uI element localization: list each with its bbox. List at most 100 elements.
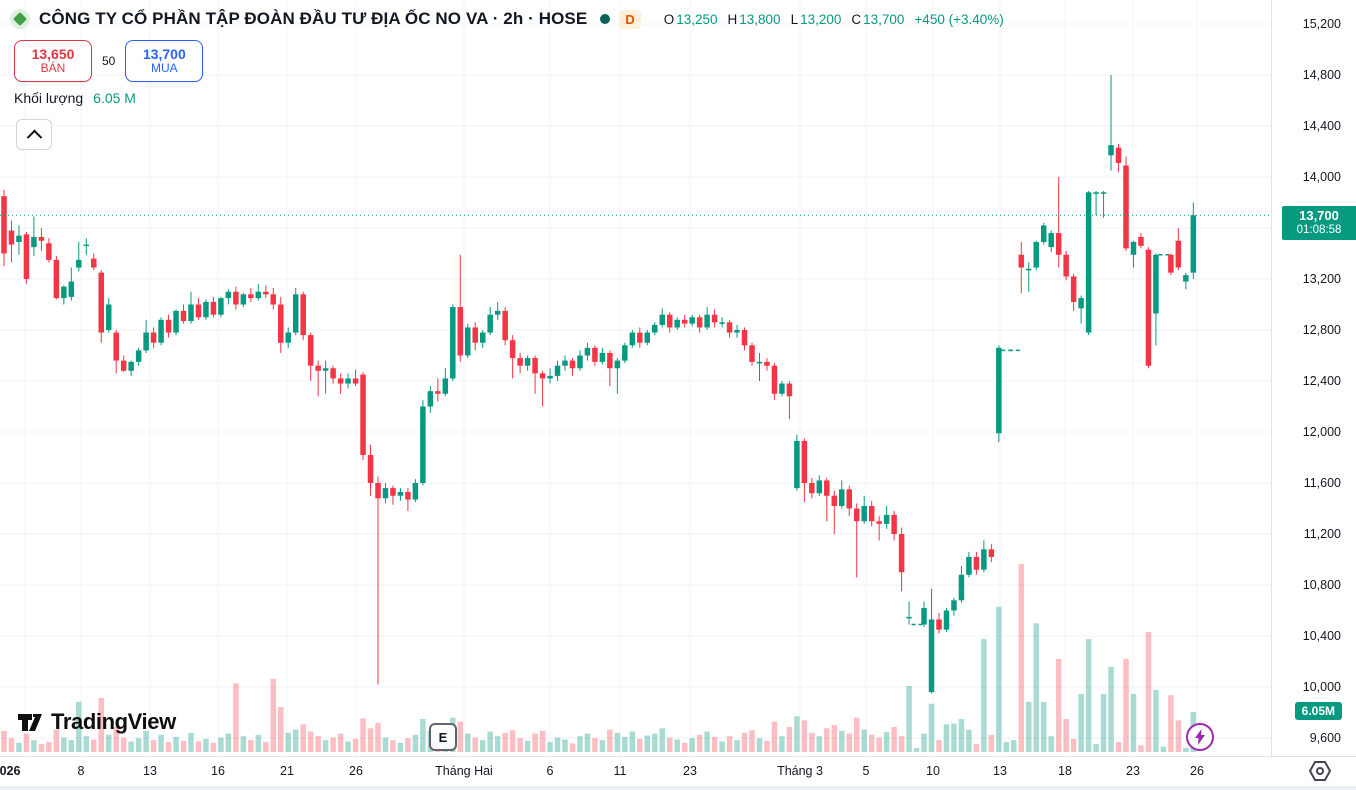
candle-body [898, 534, 905, 573]
sell-button[interactable]: 13,650 BÁN [14, 40, 92, 82]
volume-bar [622, 736, 628, 752]
volume-bar [898, 736, 905, 752]
volume-bar [913, 748, 920, 752]
volume-bar [741, 732, 748, 752]
volume-bar [1011, 740, 1017, 752]
candle-body [1048, 233, 1054, 248]
candle-body [1085, 192, 1092, 333]
price-axis[interactable]: 15,200 14,800 14,400 14,000 13,200 12,800 12,4… [1271, 0, 1356, 756]
volume-bar [98, 697, 104, 752]
candle-body [801, 440, 808, 483]
volume-bar [689, 738, 695, 752]
volume-bar [322, 740, 329, 752]
volume-bar [345, 741, 351, 752]
candle-body [248, 294, 254, 299]
volume-bar [270, 678, 277, 752]
volume-bar [240, 736, 247, 752]
candle-body [756, 361, 763, 364]
volume-bar [31, 740, 37, 752]
volume-bar [1040, 701, 1047, 752]
symbol-title[interactable]: CÔNG TY CỔ PHẦN TẬP ĐOÀN ĐẦU TƯ ĐỊA ỐC N… [39, 9, 588, 28]
lightning-icon[interactable] [1186, 723, 1214, 751]
bar-countdown: 01:08:58 [1296, 223, 1342, 236]
volume-bar [666, 737, 673, 752]
hexagon-marker-icon[interactable] [1307, 758, 1333, 784]
earnings-marker[interactable]: E [429, 723, 457, 751]
time-axis-label: 26 [1190, 764, 1204, 778]
collapse-panel-button[interactable] [16, 119, 52, 150]
volume-bar [53, 729, 60, 752]
volume-bar [779, 736, 785, 752]
candle-body [973, 556, 980, 570]
volume-bar [936, 740, 942, 752]
candle-body [831, 495, 838, 506]
time-axis-label: 21 [280, 764, 294, 778]
time-axis[interactable]: 026 8 13 16 21 26 Tháng Hai 6 11 23 Tháng 3 5 10 13 18… [0, 756, 1356, 787]
candle-body [255, 291, 262, 299]
volume-bar [928, 703, 935, 752]
volume-bar [278, 707, 284, 752]
candle-body [38, 236, 45, 241]
candle-body [1130, 242, 1137, 255]
candle-body [966, 556, 972, 575]
current-volume-badge: 6.05M [1294, 702, 1342, 720]
time-axis-label: 13 [993, 764, 1007, 778]
interval-badge[interactable]: D [619, 9, 641, 29]
volume-bar [420, 719, 426, 752]
candle-body [629, 332, 636, 346]
volume-bar [1093, 744, 1099, 752]
volume-bar [263, 742, 269, 752]
buy-button[interactable]: 13,700 MUA [125, 40, 204, 82]
volume-bar [397, 742, 404, 752]
volume-bar [457, 721, 464, 752]
volume-bar [831, 724, 838, 752]
volume-bar [143, 730, 149, 752]
open-label: O [663, 11, 675, 27]
candle-body [734, 330, 740, 333]
candle-body [906, 616, 912, 619]
candle-body [532, 358, 538, 374]
candle-body [76, 259, 82, 268]
volume-bar [824, 728, 830, 752]
hexagon-icon [1308, 761, 1332, 781]
candle-body [1026, 268, 1032, 271]
candle-body [427, 391, 434, 407]
volume-bar [524, 740, 531, 752]
price-axis-label: 10,800 [1302, 578, 1341, 592]
candle-body [951, 600, 957, 611]
candle-body [105, 304, 112, 330]
volume-bar [839, 730, 845, 752]
candle-body [891, 514, 897, 534]
volume-bar [674, 739, 680, 752]
candle-body [719, 322, 725, 324]
candle-body [943, 610, 950, 630]
volume-bar [726, 736, 733, 752]
volume-bar [218, 737, 224, 752]
time-axis-label: 18 [1058, 764, 1072, 778]
buy-label: MUA [151, 61, 178, 76]
candle-body [517, 358, 523, 366]
candle-body [120, 360, 127, 371]
candle-body [681, 319, 688, 324]
current-price-badge[interactable]: 13,700 01:08:58 [1282, 206, 1356, 240]
tradingview-logo[interactable]: TradingView [16, 708, 176, 736]
close-label: C [851, 11, 862, 27]
candle-body [405, 491, 411, 500]
volume-bar [554, 737, 561, 752]
volume-bar [113, 726, 119, 752]
volume-bar [1160, 746, 1167, 752]
candle-body [180, 310, 187, 322]
candle-body [592, 347, 598, 362]
volume-bar [61, 737, 67, 752]
volume-bar [292, 729, 299, 752]
volume-bar [1145, 631, 1152, 752]
volume-bar [173, 736, 179, 752]
candle-body [292, 294, 299, 333]
candle-body [337, 378, 344, 384]
candle-body [1063, 254, 1069, 277]
volume-bar [876, 737, 882, 752]
volume-bar [472, 737, 478, 752]
candle-body [98, 272, 104, 333]
time-axis-label: 6 [546, 764, 554, 778]
